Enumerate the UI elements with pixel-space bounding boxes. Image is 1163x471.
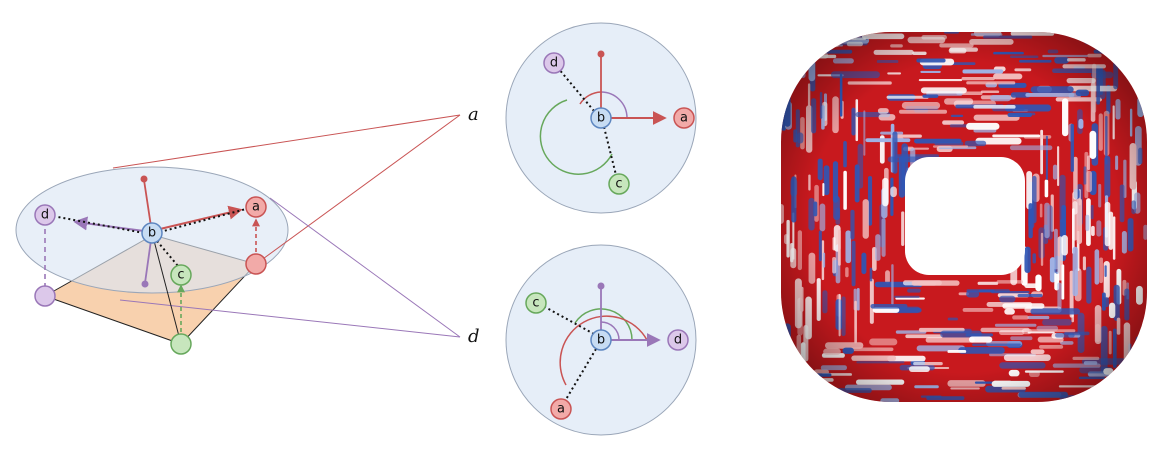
disc-d-node-d: d	[667, 329, 689, 351]
node-a-left: a	[245, 196, 267, 218]
disc-d-node-a-label: a	[557, 402, 565, 417]
edge-b-ground-c	[151, 232, 182, 345]
left-construction: d a b c	[15, 114, 461, 355]
disc-d-node-c-label: c	[532, 296, 539, 311]
zoom-line-a-top	[112, 114, 461, 169]
disc-a-node-c: c	[608, 173, 630, 195]
node-c-left: c	[170, 264, 192, 286]
node-b-left: b	[141, 222, 163, 244]
disc-d-normal-tip	[597, 282, 605, 290]
normal-up-tip	[140, 175, 148, 183]
torus-hole	[905, 157, 1025, 275]
tangent-to-d	[73, 216, 145, 232]
dotted-b-c	[156, 240, 179, 267]
callout-d-label: d	[468, 326, 480, 347]
disc-a-node-c-label: c	[615, 177, 622, 192]
zoom-line-d-bottom	[119, 299, 461, 338]
zoom-line-d-top	[269, 197, 461, 338]
callout-a-label: a	[468, 104, 479, 125]
node-b-left-label: b	[148, 226, 156, 241]
node-c-left-label: c	[177, 268, 184, 283]
disc-a-node-d-label: d	[550, 56, 558, 71]
disc-d-node-b: b	[590, 329, 612, 351]
disc-a-node-a: a	[673, 107, 695, 129]
disc-d: c b d a	[505, 244, 697, 436]
disc-a-dotted-c	[603, 126, 617, 176]
disc-d-dotted-c	[544, 306, 595, 335]
node-d-left: d	[34, 204, 56, 226]
disc-a-arc-red	[579, 91, 602, 105]
disc-a-arc-purple	[600, 91, 628, 119]
disc-a: d b a c	[505, 22, 697, 214]
disc-d-node-d-label: d	[674, 333, 682, 348]
ground-node-c	[170, 333, 192, 355]
tangent-to-a	[159, 205, 243, 230]
node-a-left-label: a	[252, 200, 260, 215]
disc-a-node-b-label: b	[597, 111, 605, 126]
ground-node-a	[245, 253, 267, 275]
disc-a-node-b: b	[590, 107, 612, 129]
ground-node-d	[34, 285, 56, 307]
textured-torus	[781, 32, 1147, 402]
disc-a-arc-green	[539, 99, 613, 175]
zoom-line-a-bottom	[255, 114, 461, 265]
disc-d-arc-green	[574, 308, 633, 341]
disc-a-normal-tip	[597, 50, 605, 58]
disc-d-node-c: c	[525, 292, 547, 314]
disc-d-node-b-label: b	[597, 333, 605, 348]
disc-a-node-d: d	[543, 52, 565, 74]
disc-d-arc-red	[559, 315, 648, 386]
normal-down-tip	[141, 280, 149, 288]
disc-a-dotted-d	[557, 67, 595, 112]
disc-d-node-a: a	[550, 398, 572, 420]
disc-d-arc-purple	[600, 321, 620, 341]
node-d-left-label: d	[41, 208, 49, 223]
disc-a-node-a-label: a	[680, 111, 688, 126]
disc-d-dotted-a	[564, 348, 597, 402]
